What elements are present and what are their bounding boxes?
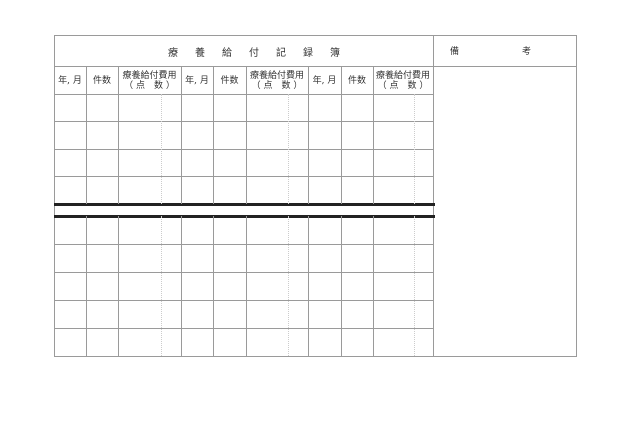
title-row-line — [54, 66, 576, 67]
column-line — [86, 216, 87, 356]
header-month: 年, 月 — [312, 76, 337, 86]
dotted-line — [161, 94, 162, 204]
header-month: 年, 月 — [185, 76, 209, 86]
header-cost: 療養給付費用 — [122, 71, 177, 81]
header-cost: 療養給付費用 — [375, 71, 430, 81]
dotted-line — [161, 216, 162, 356]
dotted-line — [288, 94, 289, 204]
column-line — [373, 66, 374, 204]
dotted-line — [414, 216, 415, 356]
row-line — [54, 176, 433, 177]
dotted-line — [414, 94, 415, 204]
row-line — [54, 149, 433, 150]
column-line — [308, 66, 309, 204]
header-cost: 療養給付費用 — [249, 71, 304, 81]
header-cost-unit: （ 点 数 ） — [124, 81, 175, 91]
remarks-label: 備 考 — [450, 47, 532, 57]
border-bottom — [54, 356, 577, 357]
row-line — [54, 272, 433, 273]
column-line — [246, 216, 247, 356]
column-line — [181, 216, 182, 356]
column-line — [118, 66, 119, 204]
border-left — [54, 35, 55, 356]
column-line — [373, 216, 374, 356]
row-line — [54, 94, 433, 95]
column-line — [213, 216, 214, 356]
header-count: 件数 — [220, 76, 239, 86]
remarks-divider — [433, 35, 434, 356]
column-line — [86, 66, 87, 204]
column-line — [213, 66, 214, 204]
column-line — [181, 66, 182, 204]
header-cost-unit: （ 点 数 ） — [377, 81, 429, 91]
border-top — [54, 35, 576, 36]
column-line — [118, 216, 119, 356]
dotted-line — [288, 216, 289, 356]
header-count: 件数 — [347, 76, 366, 86]
header-month: 年, 月 — [58, 76, 82, 86]
border-right — [576, 35, 577, 356]
column-line — [308, 216, 309, 356]
row-line — [54, 328, 433, 329]
thick-divider — [54, 203, 435, 206]
thick-divider — [54, 215, 435, 218]
row-line — [54, 300, 433, 301]
header-count: 件数 — [92, 76, 111, 86]
form-title: 療養給付記録簿 — [168, 48, 357, 59]
column-line — [246, 66, 247, 204]
row-line — [54, 121, 433, 122]
row-line — [54, 244, 433, 245]
column-line — [341, 216, 342, 356]
header-cost-unit: （ 点 数 ） — [251, 81, 303, 91]
column-line — [341, 66, 342, 204]
